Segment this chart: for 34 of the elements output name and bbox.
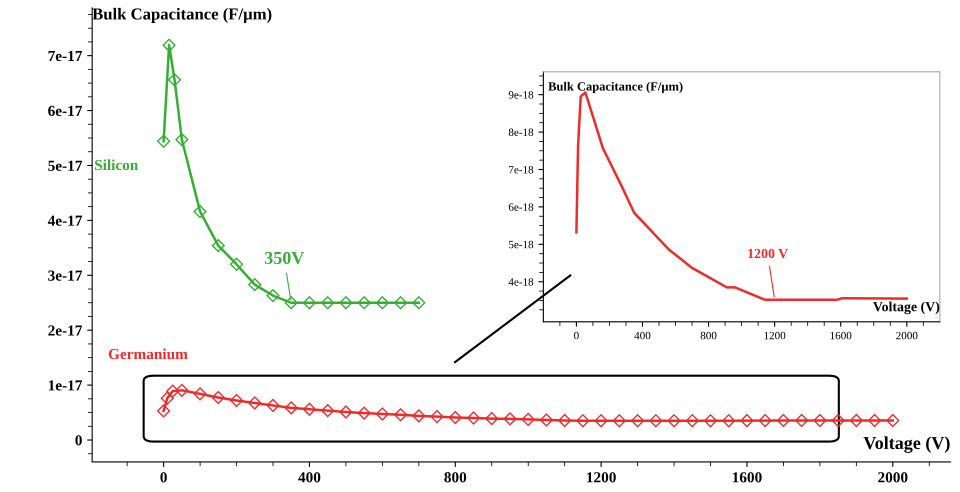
y-tick-label: 6e-17 bbox=[48, 106, 82, 116]
x-tick-label: 800 bbox=[700, 332, 716, 340]
x-tick-label: 0 bbox=[160, 472, 167, 482]
y-tick-label: 4e-17 bbox=[48, 216, 82, 226]
y-tick-label: 6e-18 bbox=[508, 203, 534, 211]
y-tick-label: 3e-17 bbox=[48, 270, 82, 281]
y-tick-label: 7e-18 bbox=[509, 166, 534, 174]
x-tick-label: 800 bbox=[444, 472, 466, 482]
y-tick-label: 9e-18 bbox=[508, 91, 534, 99]
x-tick-label: 0 bbox=[574, 332, 579, 340]
series-label: Germanium bbox=[108, 348, 188, 360]
series-label: Silicon bbox=[94, 159, 138, 170]
x-tick-label: 1200 bbox=[764, 332, 786, 340]
y-axis-title: Bulk Capacitance (F/µm) bbox=[548, 82, 683, 94]
x-tick-label: 1600 bbox=[830, 332, 852, 340]
x-tick-label: 2000 bbox=[878, 472, 908, 482]
y-tick-label: 7e-17 bbox=[48, 50, 82, 62]
annotation: 1200 V bbox=[748, 248, 788, 258]
y-tick-label: 8e-18 bbox=[508, 128, 534, 136]
x-tick-label: 400 bbox=[298, 472, 320, 482]
annotation: 350V bbox=[264, 252, 304, 264]
y-tick-label: 2e-17 bbox=[48, 325, 82, 336]
x-axis-title: Voltage (V) bbox=[864, 436, 950, 453]
y-tick-label: 1e-17 bbox=[48, 380, 82, 391]
y-tick-label: 0 bbox=[75, 435, 82, 446]
x-tick-label: 400 bbox=[634, 332, 650, 340]
x-tick-label: 1200 bbox=[587, 472, 616, 482]
y-tick-label: 5e-18 bbox=[508, 240, 534, 248]
y-tick-label: 5e-17 bbox=[48, 160, 82, 171]
y-axis-title: Bulk Capacitance (F/µm) bbox=[92, 8, 272, 23]
x-tick-label: 2000 bbox=[896, 332, 918, 340]
x-tick-label: 1600 bbox=[732, 472, 762, 482]
x-axis-title: Voltage (V) bbox=[873, 302, 940, 314]
y-tick-label: 4e-18 bbox=[508, 278, 534, 286]
